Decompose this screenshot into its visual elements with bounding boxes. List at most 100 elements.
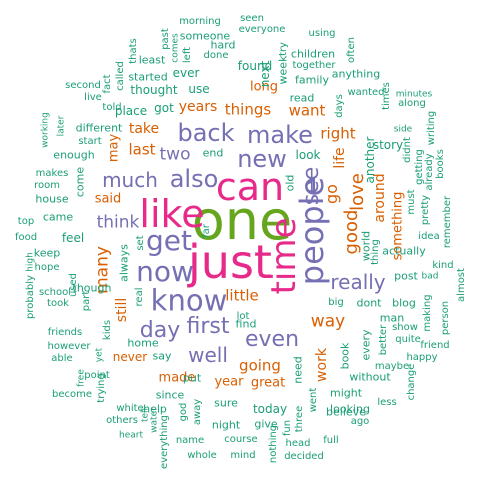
cloud-word: went [308,387,319,413]
cloud-word: work [314,348,330,382]
cloud-word: just [188,235,272,289]
cloud-word: started [128,70,168,84]
cloud-word: see [299,166,324,206]
cloud-word: fun [282,419,293,437]
cloud-word: others [106,415,138,426]
cloud-word: know [150,283,228,318]
cloud-word: long [249,79,279,95]
cloud-word: left [182,46,193,64]
cloud-word: called [115,61,126,91]
cloud-word: course [224,434,258,445]
cloud-word: second [65,80,101,91]
cloud-word: become [51,389,93,400]
cloud-word: together [292,60,336,71]
cloud-word: show [392,322,418,333]
cloud-word: actually [382,244,426,258]
cloud-word: along [398,98,426,109]
cloud-word: read [289,91,315,105]
cloud-word: book [338,342,352,370]
cloud-word: really [330,270,386,294]
cloud-word: name [175,435,205,446]
cloud-word: place [114,104,148,118]
cloud-word: high [25,252,36,272]
cloud-word: everyone [238,24,286,35]
cloud-word: made [158,370,196,386]
cloud-word: books [435,149,446,179]
cloud-word: give [254,417,278,431]
cloud-word: much [102,168,158,192]
cloud-word: full [323,435,339,446]
cloud-word: took [47,298,69,309]
cloud-word: almost [456,268,467,302]
cloud-word: ever [172,66,200,80]
cloud-word: man [379,311,405,325]
cloud-word: year [214,374,244,390]
cloud-word: wanted [347,87,385,98]
cloud-word: writing [426,110,437,146]
cloud-word: part [81,290,92,312]
cloud-word: may [106,133,122,163]
cloud-word: room [34,180,60,191]
cloud-word: say [152,349,172,363]
cloud-word: things [224,100,272,119]
cloud-word: using [308,28,336,39]
cloud-word: first [186,314,230,339]
cloud-word: white [116,403,144,414]
cloud-word: anything [331,67,381,81]
cloud-word: heart [119,430,143,441]
cloud-word: remember [442,195,453,249]
cloud-word: able [51,353,73,364]
cloud-word: kids [102,319,113,341]
cloud-word: thing [370,239,381,265]
cloud-word: home [127,336,159,350]
cloud-word: least [138,53,166,67]
cloud-word: want [288,101,326,120]
cloud-word: found [237,59,273,73]
cloud-word: free [76,369,87,387]
cloud-word: someone [179,29,231,43]
cloud-word: like [139,192,205,236]
cloud-word: school [38,287,72,298]
cloud-word: take [128,121,160,137]
cloud-word: head [285,438,311,449]
cloud-word: use [188,82,210,96]
cloud-word: well [188,343,228,367]
cloud-word: done [203,50,229,61]
cloud-word: pretty [420,194,431,226]
cloud-word: though [72,281,112,295]
cloud-word: week [276,55,290,85]
cloud-word: hard [210,38,236,52]
cloud-word: old [283,174,297,192]
cloud-word: quite [395,334,421,345]
cloud-word: probably [25,275,36,319]
cloud-word: days [334,94,345,118]
cloud-word: good [341,209,362,255]
cloud-word: yet [94,347,105,363]
cloud-word: lot [236,311,250,322]
cloud-word: better [378,324,389,356]
cloud-word: friend [420,340,450,351]
cloud-word: years [178,99,218,115]
cloud-word: told [102,102,122,113]
cloud-word: got [154,101,174,115]
cloud-word: mind [230,450,256,461]
cloud-word: believe [326,405,366,419]
cloud-word: big [328,297,344,308]
cloud-word: right [320,124,356,143]
cloud-word: feel [61,231,85,245]
cloud-word: water [149,407,160,433]
cloud-word: life [332,147,348,169]
cloud-word: back [177,119,235,147]
cloud-word: making [422,294,433,332]
cloud-word: family [295,73,329,87]
cloud-word: think [96,212,140,233]
cloud-word: working [40,112,51,148]
cloud-word: also [169,165,219,193]
cloud-word: end [202,146,224,160]
cloud-word: set [135,235,146,251]
cloud-word: looking [330,402,370,416]
cloud-word: thought [130,83,178,97]
cloud-word: next [258,60,272,88]
cloud-word: enough [53,148,95,162]
cloud-word: whole [187,450,217,461]
